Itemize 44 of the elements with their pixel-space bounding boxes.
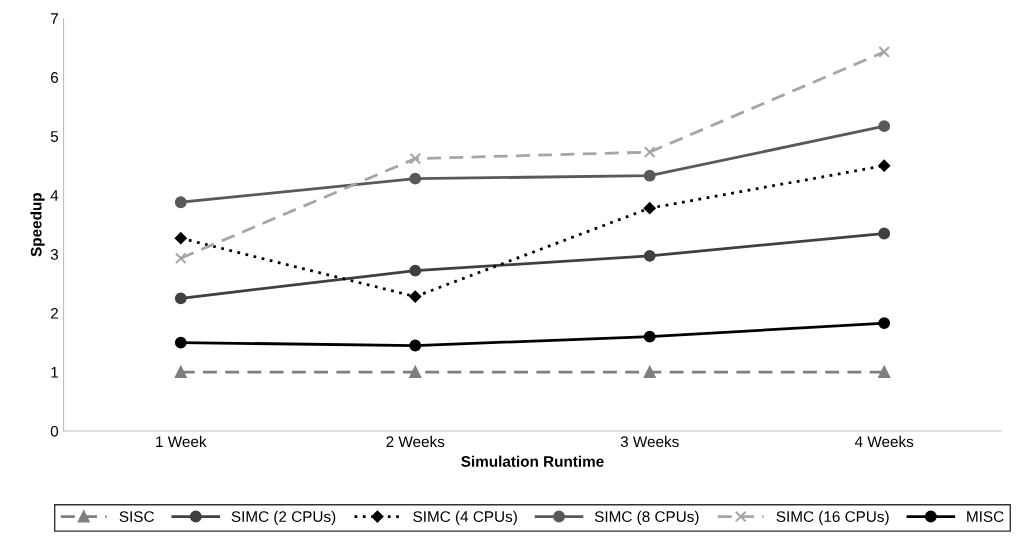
legend-label: SISC xyxy=(119,511,154,523)
point xyxy=(409,290,422,303)
y-tick-label: 0 xyxy=(50,425,59,437)
x-tick-label: 3 Weeks xyxy=(620,435,679,448)
point xyxy=(409,366,422,378)
point xyxy=(878,366,891,378)
point xyxy=(174,196,187,209)
y-axis-title: Speedup xyxy=(30,193,45,257)
point xyxy=(643,202,656,215)
point xyxy=(409,172,422,185)
point xyxy=(643,330,656,343)
point xyxy=(878,45,891,58)
point xyxy=(643,250,656,262)
x-tick-label: 4 Weeks xyxy=(854,435,914,448)
y-tick-label: 7 xyxy=(50,13,58,24)
point xyxy=(174,366,187,378)
x-tick-label: 2 Weeks xyxy=(386,435,445,448)
legend-label: SIMC (2 CPUs) xyxy=(231,510,336,526)
x-tick-label: 1 Week xyxy=(156,435,207,448)
point xyxy=(409,264,422,277)
y-tick-label: 6 xyxy=(50,72,59,83)
point xyxy=(878,120,891,133)
point xyxy=(174,336,187,349)
point xyxy=(174,292,187,305)
y-tick-label: 5 xyxy=(50,131,59,142)
legend-label: SIMC (8 CPUs) xyxy=(594,510,699,526)
y-tick-label: 3 xyxy=(50,249,59,260)
point xyxy=(409,152,422,165)
point xyxy=(643,366,656,378)
point xyxy=(174,252,187,265)
point xyxy=(878,317,891,330)
legend-label: SIMC (4 CPUs) xyxy=(413,510,517,526)
y-tick-label: 4 xyxy=(50,190,59,201)
point xyxy=(174,232,187,245)
point xyxy=(878,159,891,172)
point xyxy=(643,146,656,159)
y-tick-label: 1 xyxy=(51,367,58,378)
y-tick-label: 2 xyxy=(50,307,58,319)
point xyxy=(878,227,891,240)
legend-label: SIMC (16 CPUs) xyxy=(776,510,889,526)
x-axis-title: Simulation Runtime xyxy=(461,455,604,467)
point xyxy=(409,339,422,352)
point xyxy=(643,169,656,182)
legend-label: MISC xyxy=(967,511,1004,523)
